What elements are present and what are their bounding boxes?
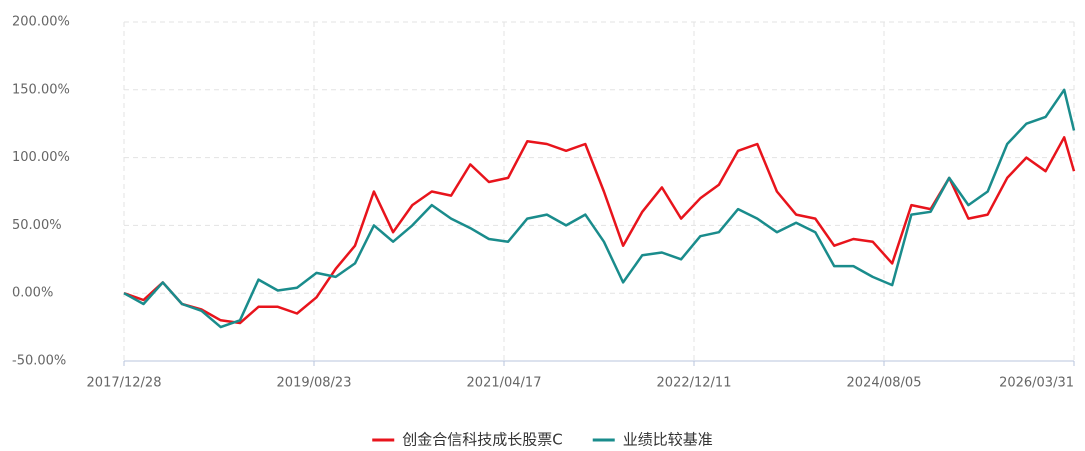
y-tick-label: 200.00% bbox=[12, 15, 70, 30]
x-tick-label: 2021/04/17 bbox=[467, 376, 542, 391]
series-line bbox=[123, 136, 1076, 325]
x-tick-label: 2024/08/05 bbox=[847, 376, 922, 391]
x-tick-label: 2022/12/11 bbox=[657, 376, 732, 391]
y-tick-label: 100.00% bbox=[12, 150, 70, 165]
legend-label: 业绩比较基准 bbox=[623, 431, 713, 449]
y-tick-label: 150.00% bbox=[12, 82, 70, 97]
series-line bbox=[123, 88, 1076, 329]
y-tick-label: -50.00% bbox=[12, 354, 66, 369]
x-tick-label: 2026/03/31 bbox=[999, 376, 1074, 391]
y-tick-label: 0.00% bbox=[12, 286, 53, 301]
legend-label: 创金合信科技成长股票C bbox=[402, 431, 562, 449]
x-tick-label: 2017/12/28 bbox=[87, 376, 162, 391]
y-tick-label: 50.00% bbox=[12, 218, 62, 233]
x-tick-label: 2019/08/23 bbox=[277, 376, 352, 391]
